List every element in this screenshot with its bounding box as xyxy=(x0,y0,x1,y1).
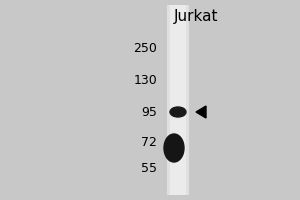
Text: 250: 250 xyxy=(133,42,157,54)
Text: 95: 95 xyxy=(141,106,157,118)
Ellipse shape xyxy=(164,134,184,162)
Bar xyxy=(167,5,189,195)
Text: Jurkat: Jurkat xyxy=(174,8,218,23)
Text: 55: 55 xyxy=(141,162,157,174)
Polygon shape xyxy=(196,106,206,118)
Bar xyxy=(170,5,186,195)
Text: 72: 72 xyxy=(141,136,157,148)
Text: 130: 130 xyxy=(133,73,157,86)
Ellipse shape xyxy=(170,107,186,117)
